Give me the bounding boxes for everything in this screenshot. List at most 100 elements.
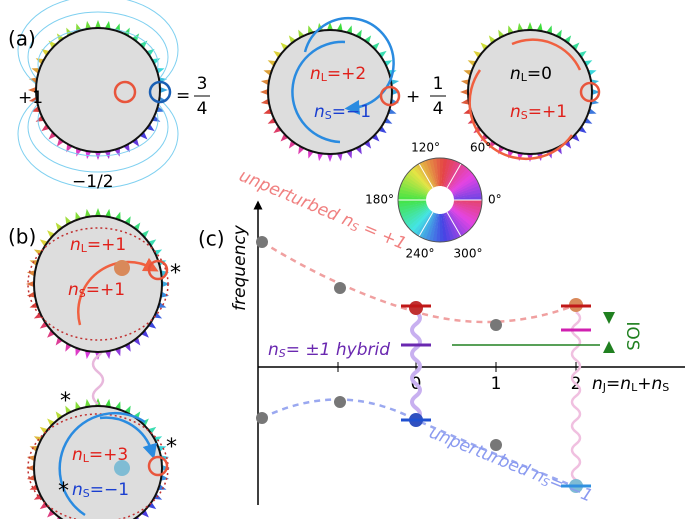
spin-arrow <box>28 87 36 93</box>
coupling <box>410 310 422 422</box>
wheel-sector <box>448 210 468 235</box>
angle-label: 240° <box>406 247 435 261</box>
wheel-sector <box>452 181 480 196</box>
panel-label: (c) <box>198 227 225 251</box>
wheel-sector <box>445 212 462 239</box>
spin-arrow <box>480 42 489 51</box>
coupling <box>570 311 582 481</box>
spin-arrow <box>48 131 57 140</box>
vortex <box>147 259 169 281</box>
angle-label: 180° <box>365 193 394 207</box>
label: nL=+2 <box>310 64 366 84</box>
wheel-sector <box>441 158 448 187</box>
wheel-sector <box>425 159 437 187</box>
wheel-sector <box>400 204 428 219</box>
wheel-sector <box>405 208 430 228</box>
spin-arrow <box>55 516 63 519</box>
wheel-sector <box>425 213 437 241</box>
color-wheel <box>397 157 483 243</box>
wheel-sector <box>401 205 428 222</box>
spin-arrow <box>55 222 63 231</box>
mode-point <box>334 396 346 408</box>
wheel-sector <box>453 185 481 197</box>
wheel-sector <box>398 196 427 201</box>
ring <box>33 405 163 519</box>
wheel-sector <box>435 158 440 187</box>
y-axis-title: frequency <box>230 224 250 311</box>
wheel-sector <box>398 192 427 199</box>
wheel-sector <box>442 158 451 187</box>
wheel-divider <box>418 163 434 189</box>
spin-arrow <box>55 411 63 420</box>
spin-arrow <box>460 89 468 95</box>
spin-arrow <box>378 126 387 134</box>
spin-arrow <box>336 152 343 162</box>
wheel-sector <box>453 192 482 199</box>
spin-arrow <box>85 398 91 408</box>
wheel-sector <box>415 211 434 237</box>
wheel-sector <box>453 188 482 198</box>
spin-arrow <box>390 79 400 86</box>
wheel-sector <box>447 211 465 237</box>
wheel-sector <box>448 167 470 191</box>
spin-arrow <box>327 22 333 30</box>
label: nS=−1 <box>314 102 371 122</box>
wheel-sector <box>398 189 427 198</box>
wheel-sector <box>450 172 475 192</box>
wheel-sector <box>421 160 436 188</box>
spin-arrow <box>564 35 572 44</box>
deformation <box>27 227 169 341</box>
wheel-sector <box>452 204 480 218</box>
spin-arrow <box>26 281 34 287</box>
wheel-divider <box>446 163 462 189</box>
arrow <box>291 40 346 144</box>
wheel-sector <box>436 213 441 242</box>
asterisk: * <box>170 261 181 286</box>
wheel-sector <box>442 213 452 242</box>
plus: + <box>406 87 420 107</box>
spin-arrow <box>371 133 380 142</box>
wheel-sector <box>410 167 432 191</box>
hybrid-label: nS= ±1 hybrid <box>268 340 390 360</box>
spin-arrow <box>56 138 64 147</box>
wheel-sector <box>403 207 429 225</box>
coef-den: 4 <box>197 99 208 119</box>
wheel-sector <box>428 158 438 187</box>
spin-arrow <box>364 35 372 44</box>
curve-label: unperturbed nS= −1 <box>426 423 595 507</box>
spin-arrow <box>260 79 270 86</box>
spin-arrow <box>141 509 149 518</box>
gap-marker <box>603 312 615 353</box>
angle-label: 300° <box>454 247 483 261</box>
spin-arrow <box>104 20 111 30</box>
mode-dot <box>114 460 130 476</box>
spin-arrow <box>148 426 157 434</box>
vortex <box>147 455 169 477</box>
spin-arrow <box>141 418 149 427</box>
label: nS=−1 <box>72 480 129 500</box>
spin-arrow <box>132 33 140 42</box>
spin-arrow <box>85 208 91 218</box>
wheel-sector <box>453 199 482 204</box>
spin-arrow <box>317 152 324 162</box>
spin-arrow <box>592 89 600 95</box>
spin-arrow <box>148 239 157 247</box>
spin-arrow <box>260 98 270 105</box>
wheel-sector <box>452 205 479 221</box>
wheel-sector <box>444 212 459 240</box>
wheel-sector <box>429 213 438 242</box>
label: nL=+3 <box>72 445 128 465</box>
wheel-rim <box>397 157 483 243</box>
spin-arrow <box>85 20 92 30</box>
charge-label: −1/2 <box>72 172 114 192</box>
wheel-sector <box>451 206 477 225</box>
spin-arrow <box>364 140 372 149</box>
spin-arrow <box>41 124 50 132</box>
label: nL=0 <box>510 64 552 84</box>
spin-arrow <box>26 474 36 481</box>
vortex <box>379 85 401 107</box>
spin-arrow <box>133 222 141 231</box>
wheel-sector <box>399 203 427 215</box>
coef-num: 3 <box>197 74 208 94</box>
spin-arrow <box>162 281 170 287</box>
